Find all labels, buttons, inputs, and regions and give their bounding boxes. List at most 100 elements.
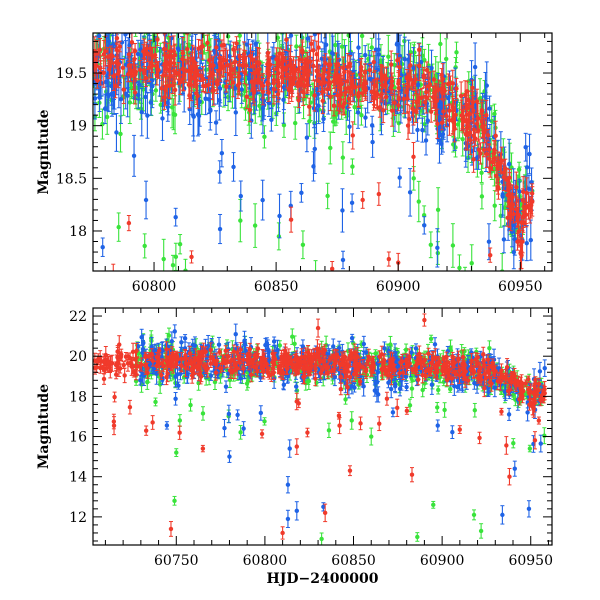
data-point: [475, 115, 481, 121]
data-point: [453, 145, 458, 150]
data-point: [113, 83, 118, 88]
data-point: [120, 65, 126, 70]
data-point: [369, 123, 375, 128]
data-point: [446, 81, 451, 87]
data-point: [114, 35, 120, 41]
data-point: [116, 224, 121, 230]
data-point: [485, 133, 491, 138]
data-point: [500, 191, 505, 197]
data-point: [487, 106, 492, 111]
data-point: [474, 99, 480, 104]
data-point: [255, 333, 259, 337]
data-point: [111, 74, 116, 79]
data-point: [202, 26, 206, 30]
data-point: [147, 18, 151, 22]
data-point: [167, 24, 171, 28]
data-point: [472, 64, 478, 70]
data-point: [231, 80, 236, 85]
data-point: [319, 56, 325, 61]
data-point: [435, 121, 440, 126]
data-point: [194, 15, 198, 19]
data-point: [408, 63, 413, 68]
data-point: [396, 85, 401, 91]
data-point: [469, 261, 474, 266]
data-point: [479, 170, 484, 175]
data-point: [296, 98, 301, 103]
data-point: [392, 100, 397, 105]
data-point: [363, 52, 368, 58]
data-point: [226, 297, 230, 301]
data-point: [232, 60, 237, 65]
data-point: [524, 165, 530, 170]
data-point: [172, 112, 178, 117]
data-point: [486, 332, 490, 336]
data-point: [528, 237, 533, 243]
data-point: [173, 214, 178, 220]
data-point: [266, 90, 271, 95]
data-point: [275, 35, 281, 40]
data-point: [329, 266, 335, 271]
data-points: [93, 9, 535, 342]
data-point: [471, 108, 476, 113]
data-point: [305, 36, 310, 41]
data-point: [143, 312, 147, 316]
data-point: [248, 53, 253, 59]
data-point: [233, 110, 239, 115]
data-point: [356, 45, 361, 50]
data-point: [359, 33, 365, 39]
data-point: [411, 154, 416, 160]
data-point: [105, 23, 109, 27]
data-point: [112, 87, 117, 92]
data-point: [529, 338, 533, 342]
data-point: [441, 109, 446, 114]
data-point: [428, 242, 434, 247]
data-point: [117, 44, 123, 49]
data-point: [514, 184, 519, 190]
data-point: [435, 207, 441, 212]
data-point: [383, 94, 389, 100]
data-point: [439, 101, 444, 106]
data-point: [418, 59, 424, 65]
data-point: [463, 284, 467, 288]
data-point: [320, 333, 324, 337]
data-point: [397, 53, 403, 59]
data-point: [118, 131, 123, 137]
data-point: [330, 51, 336, 56]
data-point: [506, 328, 510, 332]
data-point: [141, 14, 145, 18]
data-point: [102, 106, 108, 112]
data-point: [352, 104, 357, 110]
data-point: [238, 218, 243, 223]
data-point: [355, 110, 361, 115]
data-point: [401, 96, 406, 102]
data-point: [293, 120, 298, 126]
data-point: [492, 203, 497, 208]
data-point: [350, 164, 355, 169]
data-point: [323, 42, 329, 47]
data-point: [133, 20, 137, 24]
data-point: [231, 164, 236, 170]
data-point: [428, 109, 434, 114]
data-point: [118, 97, 124, 102]
data-point: [440, 132, 446, 137]
data-point: [126, 9, 130, 13]
data-point: [435, 245, 440, 251]
data-point: [262, 134, 267, 140]
data-point: [242, 22, 246, 26]
data-point: [187, 93, 192, 98]
data-point: [237, 54, 242, 59]
data-point: [529, 179, 534, 185]
data-point: [159, 86, 164, 91]
data-point: [177, 242, 183, 247]
data-point: [454, 50, 459, 55]
data-point: [311, 164, 316, 169]
data-point: [288, 33, 294, 38]
data-point: [208, 107, 213, 112]
data-point: [388, 62, 394, 67]
data-point: [239, 87, 244, 92]
data-point: [139, 109, 144, 115]
data-point: [328, 94, 333, 99]
data-point: [219, 150, 225, 156]
data-point: [429, 65, 434, 71]
